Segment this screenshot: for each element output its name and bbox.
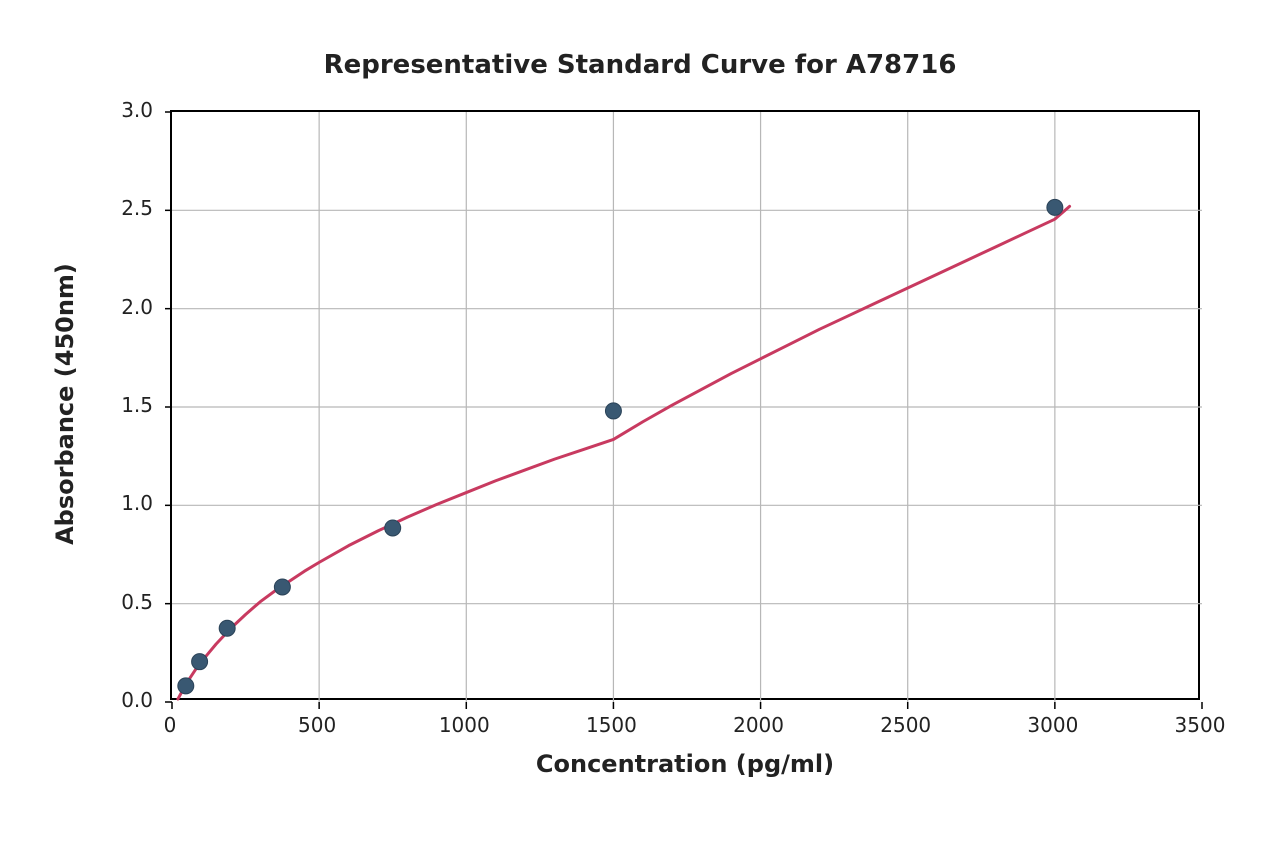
y-tick-label: 2.5 [93, 196, 153, 220]
figure: Representative Standard Curve for A78716… [0, 0, 1280, 845]
x-tick-label: 1500 [586, 713, 637, 737]
y-tick-label: 1.5 [93, 393, 153, 417]
x-tick-label: 1000 [439, 713, 490, 737]
x-tick-label: 0 [164, 713, 177, 737]
plot-svg [172, 112, 1198, 698]
x-tick-label: 3500 [1175, 713, 1226, 737]
data-point [274, 579, 290, 595]
y-tick-label: 3.0 [93, 98, 153, 122]
data-point [219, 620, 235, 636]
chart-title: Representative Standard Curve for A78716 [0, 50, 1280, 80]
x-tick-label: 500 [298, 713, 336, 737]
y-tick-label: 1.0 [93, 491, 153, 515]
data-point [178, 678, 194, 694]
data-point [605, 403, 621, 419]
data-point [192, 654, 208, 670]
y-tick-label: 0.5 [93, 590, 153, 614]
x-axis-label: Concentration (pg/ml) [170, 750, 1200, 778]
y-tick-label: 2.0 [93, 295, 153, 319]
x-tick-label: 2500 [880, 713, 931, 737]
y-tick-label: 0.0 [93, 688, 153, 712]
x-tick-label: 3000 [1027, 713, 1078, 737]
data-point [1047, 199, 1063, 215]
x-tick-label: 2000 [733, 713, 784, 737]
y-axis-label: Absorbance (450nm) [51, 109, 79, 699]
plot-area [170, 110, 1200, 700]
fit-curve [178, 206, 1070, 699]
data-point [385, 520, 401, 536]
